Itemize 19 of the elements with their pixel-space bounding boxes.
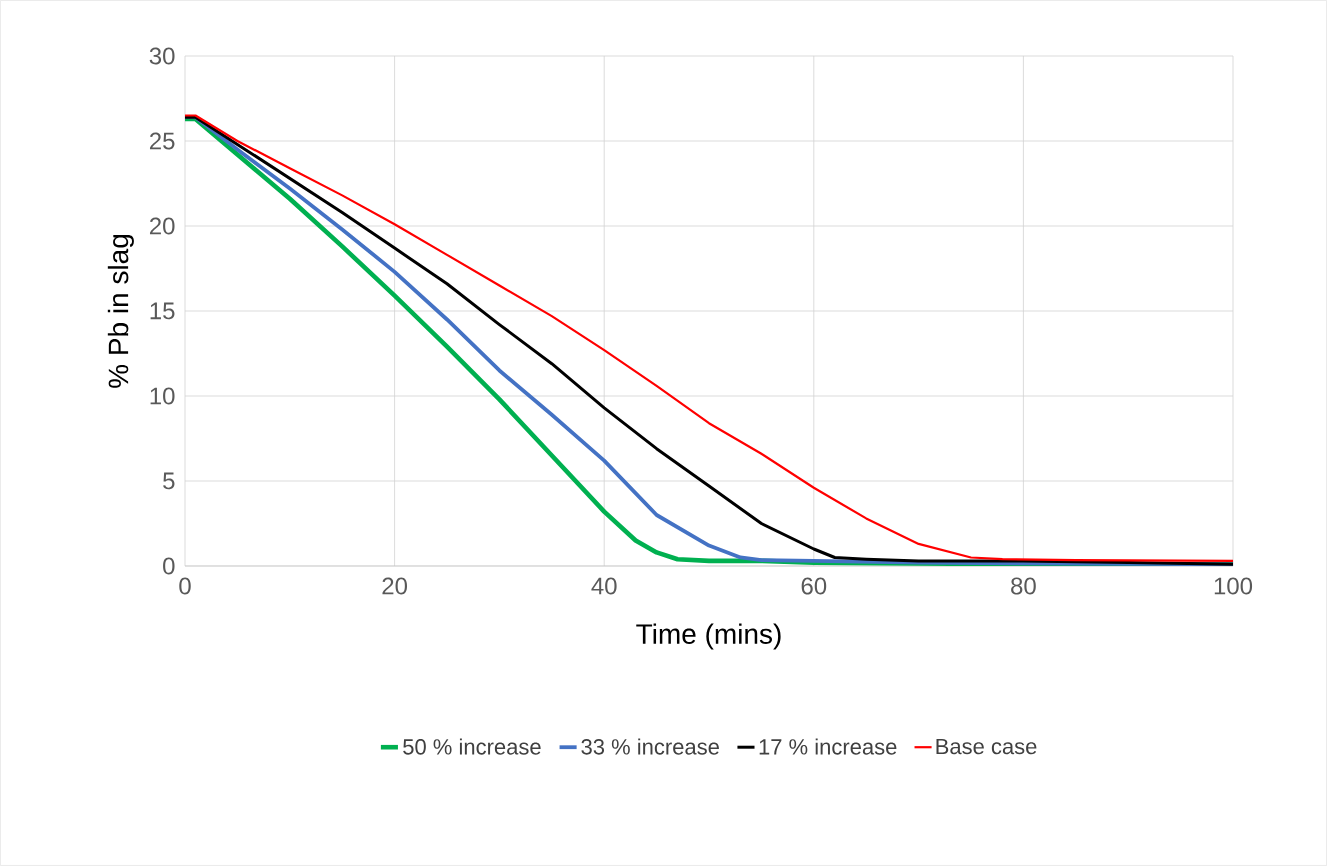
legend-label: 50 % increase: [403, 738, 541, 755]
x-tick-label: 40: [591, 577, 617, 595]
y-tick-label: 30: [149, 47, 175, 65]
legend-label: Base case: [936, 738, 1037, 755]
y-tick-label: 5: [163, 472, 175, 490]
x-tick-label: 80: [1011, 577, 1036, 595]
y-tick-label: 25: [149, 132, 175, 150]
x-tick-label: 0: [179, 577, 191, 595]
y-axis-title: % Pb in slag: [107, 235, 134, 388]
x-tick-label: 20: [382, 577, 408, 595]
legend-label: 17 % increase: [759, 738, 897, 755]
x-axis-title: Time (mins): [636, 623, 781, 650]
x-tick-label: 60: [801, 577, 827, 595]
y-tick-label: 20: [149, 217, 175, 235]
x-tick-label: 100: [1214, 577, 1253, 595]
y-tick-label: 10: [150, 387, 175, 405]
legend-label: 33 % increase: [581, 738, 719, 755]
y-tick-label: 15: [150, 302, 175, 320]
y-tick-label: 0: [163, 557, 175, 575]
